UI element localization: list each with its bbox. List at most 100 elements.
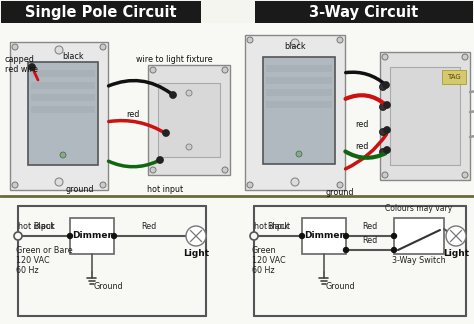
- Circle shape: [186, 144, 192, 150]
- Bar: [31, 106, 95, 113]
- Circle shape: [383, 82, 390, 88]
- Circle shape: [380, 129, 386, 135]
- Circle shape: [55, 178, 63, 186]
- Text: Black: Black: [267, 222, 289, 231]
- Text: black: black: [284, 42, 306, 51]
- Circle shape: [462, 54, 468, 60]
- Text: 3-Way Switch: 3-Way Switch: [392, 256, 446, 265]
- Bar: [263, 57, 335, 164]
- Text: TAG: TAG: [447, 74, 461, 80]
- Circle shape: [100, 44, 106, 50]
- Circle shape: [150, 67, 156, 73]
- Text: 60 Hz: 60 Hz: [252, 266, 274, 275]
- Circle shape: [222, 67, 228, 73]
- Circle shape: [344, 234, 348, 238]
- Text: 120 VAC: 120 VAC: [252, 256, 286, 265]
- Bar: [266, 65, 332, 72]
- Text: Dimmer: Dimmer: [72, 232, 112, 240]
- Circle shape: [247, 182, 253, 188]
- Circle shape: [344, 248, 348, 252]
- Circle shape: [156, 156, 164, 164]
- Text: Red: Red: [363, 222, 378, 231]
- Circle shape: [296, 151, 302, 157]
- Circle shape: [392, 234, 396, 238]
- Circle shape: [380, 148, 386, 156]
- Circle shape: [111, 234, 117, 238]
- Bar: [0, 196, 237, 324]
- Bar: [31, 94, 95, 101]
- Bar: [70, 218, 114, 254]
- Circle shape: [392, 248, 396, 252]
- Text: Green or Bare: Green or Bare: [16, 246, 73, 255]
- Circle shape: [250, 232, 258, 240]
- Text: Colours may vary: Colours may vary: [385, 204, 453, 213]
- Bar: [158, 83, 220, 157]
- Circle shape: [170, 91, 176, 98]
- Text: Green: Green: [252, 246, 276, 255]
- Circle shape: [163, 130, 170, 136]
- Circle shape: [383, 101, 391, 109]
- Circle shape: [380, 103, 386, 110]
- Circle shape: [150, 167, 156, 173]
- Bar: [266, 101, 332, 108]
- Circle shape: [67, 234, 73, 238]
- Text: Ground: Ground: [94, 282, 124, 291]
- Text: Red: Red: [363, 236, 378, 245]
- Text: hot input: hot input: [147, 185, 183, 194]
- Circle shape: [28, 64, 36, 71]
- Bar: [394, 218, 444, 254]
- Text: Single Pole Circuit: Single Pole Circuit: [25, 5, 177, 19]
- Circle shape: [55, 46, 63, 54]
- Text: Ground: Ground: [326, 282, 356, 291]
- Bar: [390, 67, 460, 165]
- Bar: [31, 82, 95, 89]
- Bar: [245, 35, 345, 190]
- Text: 60 Hz: 60 Hz: [16, 266, 38, 275]
- Circle shape: [14, 232, 22, 240]
- Bar: [302, 218, 346, 254]
- Bar: [237, 23, 474, 196]
- Text: capped
red wire: capped red wire: [5, 55, 38, 75]
- Circle shape: [337, 182, 343, 188]
- Bar: [28, 62, 98, 165]
- Circle shape: [462, 172, 468, 178]
- Circle shape: [291, 178, 299, 186]
- Bar: [10, 42, 108, 190]
- Circle shape: [12, 44, 18, 50]
- Bar: [1, 1, 201, 23]
- Circle shape: [100, 182, 106, 188]
- Circle shape: [60, 152, 66, 158]
- Text: 120 VAC: 120 VAC: [16, 256, 50, 265]
- Bar: [0, 23, 237, 196]
- Bar: [148, 65, 230, 175]
- Circle shape: [380, 84, 386, 90]
- Circle shape: [382, 172, 388, 178]
- Text: hot input: hot input: [18, 222, 54, 231]
- Bar: [31, 70, 95, 77]
- Circle shape: [382, 54, 388, 60]
- Bar: [266, 89, 332, 96]
- Text: hot input: hot input: [254, 222, 290, 231]
- Text: Light: Light: [443, 249, 469, 258]
- Circle shape: [186, 226, 206, 246]
- Text: Dimmer: Dimmer: [304, 232, 344, 240]
- Circle shape: [383, 126, 391, 133]
- Text: Light: Light: [183, 249, 209, 258]
- Circle shape: [247, 37, 253, 43]
- Bar: [442, 70, 466, 84]
- Text: wire to light fixture: wire to light fixture: [136, 55, 213, 64]
- Circle shape: [383, 146, 391, 154]
- Circle shape: [12, 182, 18, 188]
- Circle shape: [291, 39, 299, 47]
- Text: red: red: [355, 142, 368, 151]
- Bar: [380, 52, 470, 180]
- Text: red: red: [355, 120, 368, 129]
- Circle shape: [300, 234, 304, 238]
- Bar: [266, 77, 332, 84]
- Bar: [255, 1, 473, 23]
- Text: 3-Way Circuit: 3-Way Circuit: [310, 5, 419, 19]
- Text: Red: Red: [141, 222, 156, 231]
- Circle shape: [446, 226, 466, 246]
- Circle shape: [222, 167, 228, 173]
- Text: ground: ground: [326, 188, 354, 197]
